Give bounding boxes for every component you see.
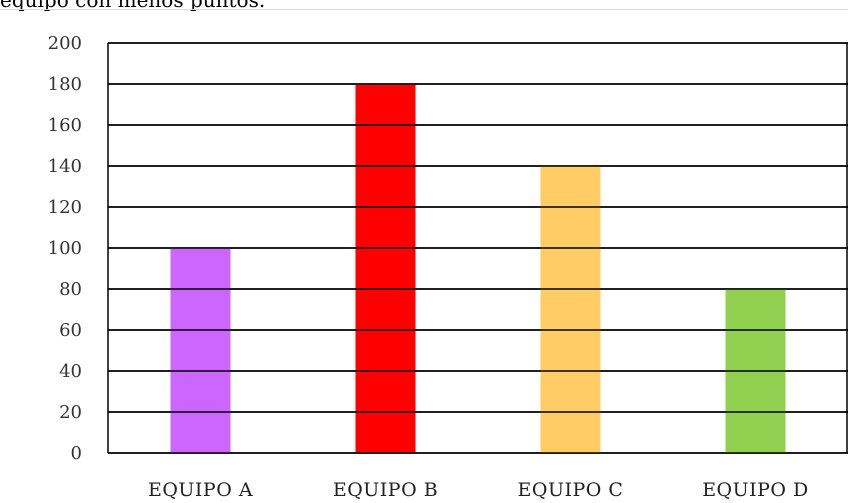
y-tick-label: 0 — [71, 443, 82, 464]
gridlines-overlay — [108, 42, 848, 454]
bar-equipo-b — [355, 84, 416, 453]
y-tick-label: 40 — [59, 361, 82, 382]
y-tick-label: 180 — [48, 74, 82, 95]
bar-equipo-a — [170, 248, 231, 453]
y-tick-label: 20 — [59, 402, 82, 423]
x-category-label: EQUIPO B — [333, 479, 438, 501]
y-tick-label: 160 — [48, 115, 82, 136]
x-axis-labels: EQUIPO A EQUIPO B EQUIPO C EQUIPO D — [148, 479, 809, 501]
y-tick-label: 140 — [48, 156, 82, 177]
y-tick-label: 120 — [48, 197, 82, 218]
bar-equipo-c — [540, 166, 601, 453]
x-category-label: EQUIPO D — [702, 479, 809, 501]
y-tick-label: 80 — [59, 279, 82, 300]
y-tick-label: 200 — [48, 33, 82, 54]
x-category-label: EQUIPO A — [148, 479, 253, 501]
y-tick-label: 60 — [59, 320, 82, 341]
y-axis-ticks: 0 20 40 60 80 100 120 140 160 180 200 — [48, 33, 82, 464]
divider — [0, 9, 848, 10]
y-tick-label: 100 — [48, 238, 82, 259]
bars — [170, 84, 786, 453]
x-category-label: EQUIPO C — [518, 479, 624, 501]
